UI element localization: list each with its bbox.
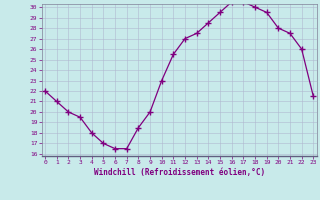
X-axis label: Windchill (Refroidissement éolien,°C): Windchill (Refroidissement éolien,°C) [94,168,265,177]
